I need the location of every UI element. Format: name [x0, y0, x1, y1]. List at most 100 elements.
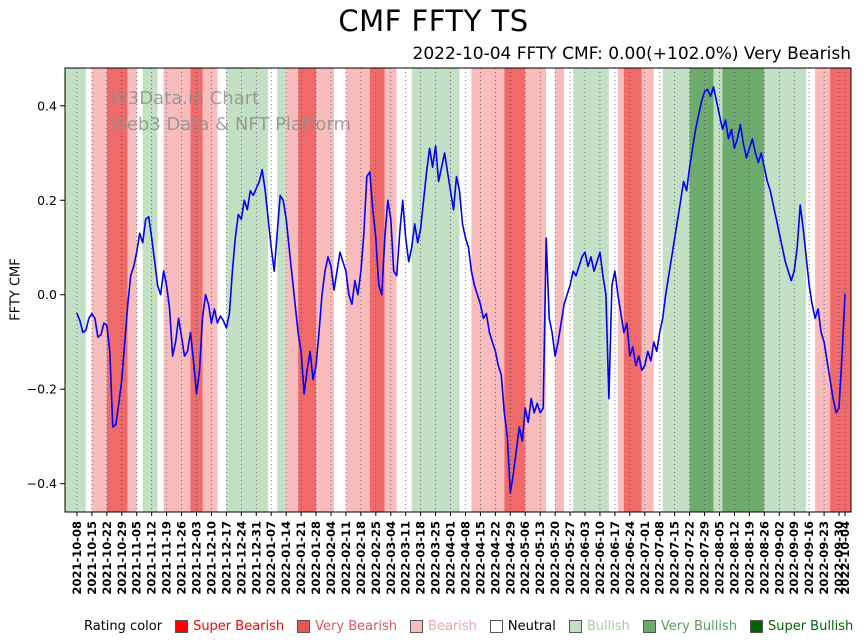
- rating-band-neutral: [268, 68, 278, 512]
- legend-item-super-bearish: Super Bearish: [175, 619, 284, 634]
- rating-band-bearish: [91, 68, 107, 512]
- rating-band-very_bullish: [689, 68, 714, 512]
- rating-band-bearish: [525, 68, 547, 512]
- y-tick-label: −0.2: [27, 382, 57, 397]
- x-tick-label: 2022-07-22: [683, 521, 697, 595]
- x-tick-label: 2022-03-18: [414, 521, 428, 595]
- rating-band-bullish: [226, 68, 269, 512]
- x-tick-label: 2022-01-14: [279, 521, 293, 595]
- x-tick-label: 2022-04-15: [473, 521, 487, 595]
- rating-band-bearish: [316, 68, 334, 512]
- rating-band-neutral: [85, 68, 92, 512]
- rating-band-bearish: [617, 68, 624, 512]
- legend-item-label: Very Bullish: [660, 619, 737, 634]
- y-tick-label: −0.4: [27, 476, 57, 491]
- rating-band-very_bearish: [623, 68, 642, 512]
- x-tick-label: 2022-04-29: [503, 521, 517, 595]
- x-tick-label: 2022-06-10: [593, 521, 607, 595]
- x-tick-label: 2021-12-10: [204, 521, 218, 595]
- x-tick-label: 2022-02-04: [324, 521, 338, 595]
- legend-swatch: [175, 620, 189, 633]
- x-tick-label: 2022-02-25: [369, 521, 383, 595]
- legend: Rating color Super Bearish Very Bearish Be…: [84, 619, 853, 634]
- legend-swatch: [568, 620, 582, 633]
- x-tick-label: 2022-08-19: [742, 521, 756, 595]
- x-tick-label: 2021-11-12: [145, 521, 159, 595]
- x-tick-label: 2022-04-22: [488, 521, 502, 595]
- rating-band-bullish: [411, 68, 460, 512]
- rating-band-neutral: [546, 68, 556, 512]
- rating-band-bullish: [573, 68, 609, 512]
- x-tick-label: 2022-10-04: [838, 521, 852, 595]
- x-tick-label: 2022-01-28: [309, 521, 323, 595]
- x-tick-label: 2022-05-27: [563, 521, 577, 595]
- rating-band-neutral: [396, 68, 412, 512]
- x-tick-label: 2022-09-02: [772, 521, 786, 595]
- x-tick-label: 2022-02-11: [339, 521, 353, 595]
- x-tick-label: 2022-08-26: [757, 521, 771, 595]
- x-tick-label: 2022-02-18: [354, 521, 368, 595]
- x-tick-label: 2021-12-31: [249, 521, 263, 595]
- rating-band-bearish: [127, 68, 137, 512]
- x-tick-label: 2022-06-17: [608, 521, 622, 595]
- rating-band-very_bearish: [504, 68, 526, 512]
- legend-item-bullish: Bullish: [568, 619, 630, 634]
- legend-item-label: Very Bearish: [315, 619, 398, 634]
- rating-band-very_bearish: [369, 68, 385, 512]
- rating-band-bearish: [815, 68, 830, 512]
- x-tick-label: 2022-04-01: [444, 521, 458, 595]
- rating-band-bullish: [65, 68, 86, 512]
- x-tick-label: 2022-03-25: [429, 521, 443, 595]
- rating-band-bullish: [764, 68, 807, 512]
- x-tick-label: 2021-11-19: [160, 521, 174, 595]
- rating-band-bullish: [142, 68, 158, 512]
- legend-item-label: Bearish: [428, 619, 477, 634]
- chart-title: CMF FFTY TS: [338, 4, 529, 38]
- x-tick-label: 2021-11-26: [175, 521, 189, 595]
- rating-band-very_bearish: [106, 68, 128, 512]
- rating-band-very_bullish: [722, 68, 765, 512]
- rating-band-bearish: [471, 68, 505, 512]
- rating-band-bullish: [713, 68, 723, 512]
- legend-swatch: [297, 620, 311, 633]
- x-tick-label: 2021-10-22: [100, 521, 114, 595]
- rating-band-very_bearish: [298, 68, 316, 512]
- x-tick-label: 2022-09-30: [832, 521, 846, 595]
- legend-swatch: [410, 620, 424, 633]
- rating-band-neutral: [608, 68, 618, 512]
- x-tick-label: 2022-05-06: [518, 521, 532, 595]
- y-tick-label: 0.0: [37, 287, 57, 302]
- cmf-line: [76, 86, 846, 494]
- rating-band-neutral: [459, 68, 472, 512]
- plot-border: [64, 67, 852, 513]
- legend-swatch: [489, 620, 503, 633]
- x-tick-label: 2022-08-12: [727, 521, 741, 595]
- x-tick-label: 2021-10-15: [85, 521, 99, 595]
- legend-swatch: [749, 620, 763, 633]
- legend-item-label: Bullish: [586, 619, 630, 634]
- x-tick-label: 2021-12-24: [234, 521, 248, 595]
- rating-band-very_bearish: [830, 68, 851, 512]
- legend-item-neutral: Neutral: [489, 619, 556, 634]
- x-tick-label: 2022-09-09: [787, 521, 801, 595]
- x-tick-label: 2022-07-29: [698, 521, 712, 595]
- rating-band-very_bearish: [190, 68, 203, 512]
- y-tick-label: 0.4: [37, 98, 57, 113]
- legend-item-very-bullish: Very Bullish: [642, 619, 737, 634]
- rating-band-neutral: [334, 68, 346, 512]
- x-tick-label: 2022-07-15: [668, 521, 682, 595]
- x-tick-label: 2022-01-07: [264, 521, 278, 595]
- y-tick-label: 0.2: [37, 193, 57, 208]
- rating-band-bearish: [163, 68, 191, 512]
- x-tick-label: 2022-07-01: [638, 521, 652, 595]
- x-tick-label: 2021-11-05: [130, 521, 144, 595]
- x-tick-label: 2022-08-05: [713, 521, 727, 595]
- x-tick-label: 2021-12-17: [219, 521, 233, 595]
- x-tick-label: 2021-12-03: [189, 521, 203, 595]
- rating-band-neutral: [653, 68, 663, 512]
- x-tick-label: 2022-06-24: [623, 521, 637, 595]
- x-tick-label: 2021-10-29: [115, 521, 129, 595]
- rating-band-neutral: [136, 68, 143, 512]
